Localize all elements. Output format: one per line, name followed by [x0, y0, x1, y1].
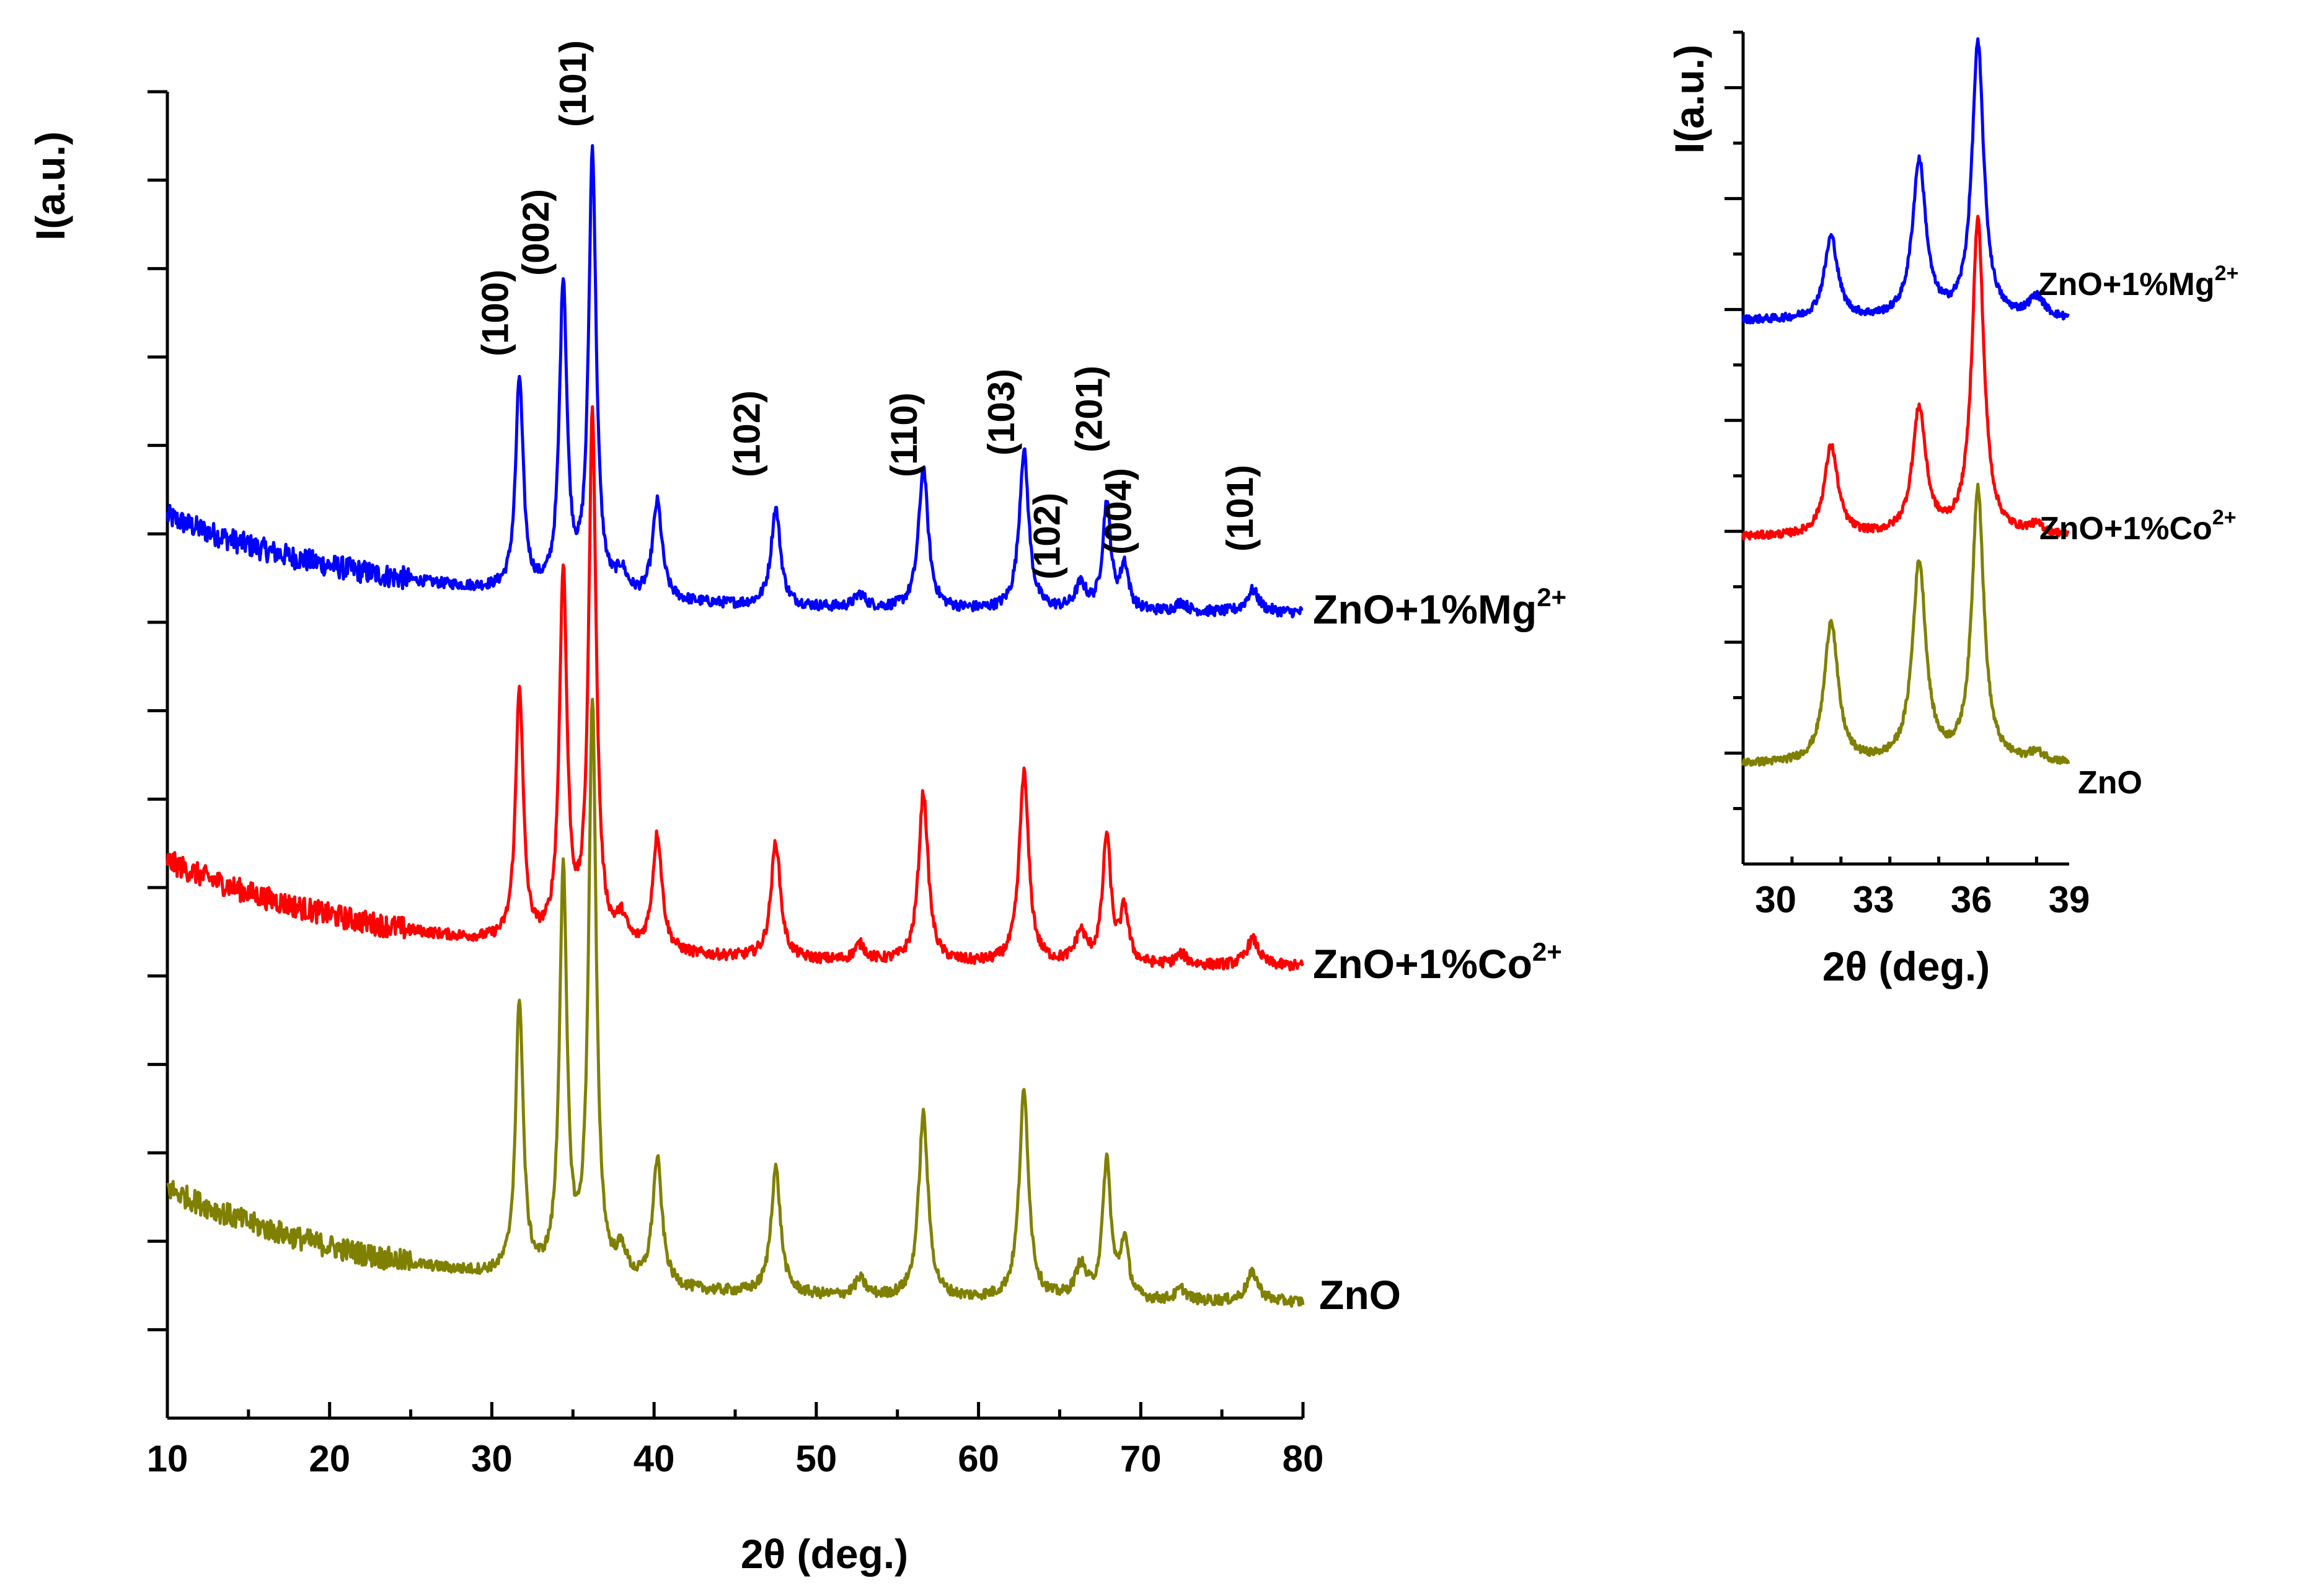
main-x-tick-label: 10 — [147, 1438, 188, 1479]
main-x-tick-label: 80 — [1283, 1438, 1324, 1479]
inset-series-label-zno: ZnO — [2078, 765, 2142, 801]
inset-trace-series-2 — [1741, 482, 2070, 767]
inset-traces — [1741, 37, 2070, 767]
peak-label: (103) — [981, 369, 1022, 456]
inset-series-label-mg: ZnO+1%Mg2+ — [2038, 262, 2238, 302]
main-x-axis-title: 2θ (deg.) — [741, 1531, 908, 1577]
peak-label: (004) — [1098, 468, 1139, 555]
main-peak-annotations: (100)(002)(101)(102) (110) (103)(102)(201)… — [475, 40, 1261, 580]
main-trace-series-1 — [166, 405, 1305, 972]
main-x-tick-label: 50 — [795, 1438, 837, 1479]
inset-x-tick-label: 39 — [2049, 879, 2090, 920]
inset-trace-series-0 — [1741, 37, 2070, 325]
inset-x-ticks: 30 33 36 39 — [1741, 857, 2090, 920]
inset-x-axis-title: 2θ (deg.) — [1822, 943, 1990, 989]
main-trace-series-2 — [166, 697, 1305, 1308]
inset-y-axis-title: I(a.u.) — [1666, 45, 1712, 154]
main-x-ticks: 10 20 30 40 50 60 70 80 — [147, 1402, 1324, 1479]
main-series-label-mg: ZnO+1%Mg2+ — [1313, 583, 1566, 632]
peak-label: (100) — [475, 270, 516, 356]
peak-label: (102) — [726, 390, 767, 477]
main-traces — [166, 144, 1305, 1308]
peak-label: (101) — [552, 40, 594, 127]
inset-y-ticks — [1725, 30, 1743, 811]
inset-trace-series-1 — [1741, 214, 2070, 541]
main-x-tick-label: 60 — [958, 1438, 999, 1479]
inset-x-tick-label: 30 — [1755, 879, 1796, 920]
peak-label: (101) — [1219, 465, 1261, 552]
main-series-label-co: ZnO+1%Co2+ — [1313, 937, 1562, 987]
main-x-tick-label: 20 — [309, 1438, 350, 1479]
main-y-ticks — [148, 90, 167, 1331]
inset-series-label-co: ZnO+1%Co2+ — [2039, 506, 2237, 547]
main-y-axis-title: I(a.u.) — [27, 131, 73, 240]
peak-label: (002) — [515, 189, 557, 276]
main-x-tick-label: 70 — [1120, 1438, 1162, 1479]
peak-label: (201) — [1069, 366, 1110, 452]
inset-chart: 30 33 36 39 I(a.u.) 2θ (deg.) ZnO+1%Mg2+ Zn… — [1666, 30, 2238, 989]
main-x-tick-label: 40 — [634, 1438, 675, 1479]
main-x-tick-label: 30 — [471, 1438, 513, 1479]
inset-x-tick-label: 33 — [1853, 879, 1894, 920]
peak-label: (102) — [1026, 493, 1067, 580]
main-trace-series-0 — [166, 144, 1304, 619]
peak-label: (110) — [883, 392, 925, 477]
main-chart: 10 20 30 40 50 60 70 80 (100)(002) (101) (102) (11… — [27, 40, 1566, 1577]
inset-x-tick-label: 36 — [1951, 879, 1992, 920]
main-series-label-zno: ZnO — [1319, 1272, 1401, 1318]
